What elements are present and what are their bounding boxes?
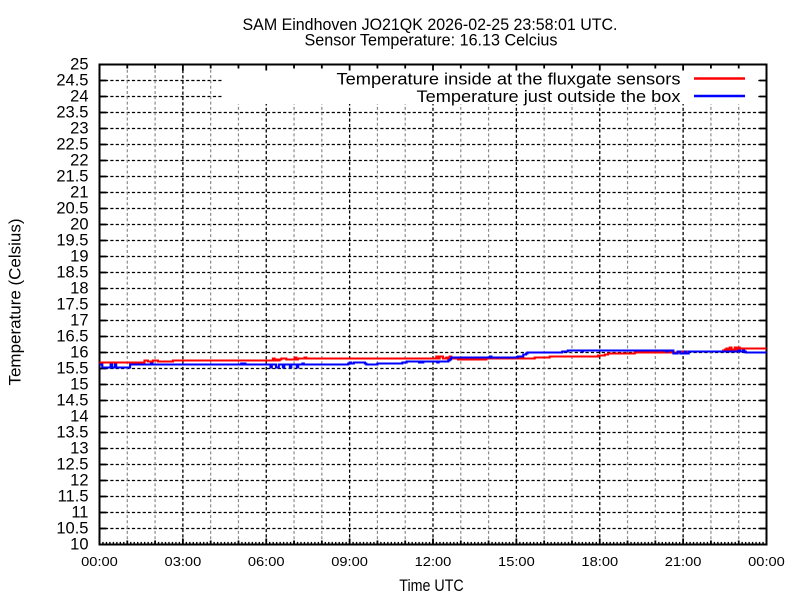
svg-text:13.5: 13.5 xyxy=(56,424,88,442)
svg-text:06:00: 06:00 xyxy=(248,554,285,569)
svg-text:24.5: 24.5 xyxy=(56,72,88,90)
svg-text:10: 10 xyxy=(70,536,88,554)
svg-text:21.5: 21.5 xyxy=(56,168,88,186)
svg-text:SAM Eindhoven JO21QK 2026-02-2: SAM Eindhoven JO21QK 2026-02-25 23:58:01… xyxy=(243,16,618,34)
svg-text:00:00: 00:00 xyxy=(748,554,785,569)
svg-text:23: 23 xyxy=(70,120,88,138)
svg-text:21:00: 21:00 xyxy=(665,554,702,569)
svg-text:24: 24 xyxy=(70,88,88,106)
svg-text:Temperature just outside the b: Temperature just outside the box xyxy=(417,88,682,106)
svg-text:15: 15 xyxy=(70,376,88,394)
svg-text:19: 19 xyxy=(70,248,88,266)
svg-text:18:00: 18:00 xyxy=(581,554,618,569)
svg-text:18.5: 18.5 xyxy=(56,264,88,282)
svg-text:23.5: 23.5 xyxy=(56,104,88,122)
svg-text:16: 16 xyxy=(70,344,88,362)
svg-text:11: 11 xyxy=(71,504,88,522)
svg-text:Temperature (Celsius): Temperature (Celsius) xyxy=(7,219,25,386)
svg-text:Sensor Temperature: 16.13 Celc: Sensor Temperature: 16.13 Celcius xyxy=(305,32,558,50)
svg-text:17.5: 17.5 xyxy=(56,296,88,314)
svg-text:16.5: 16.5 xyxy=(56,328,88,346)
svg-text:00:00: 00:00 xyxy=(81,554,118,569)
svg-text:09:00: 09:00 xyxy=(331,554,368,569)
svg-text:13: 13 xyxy=(70,440,88,458)
svg-text:15.5: 15.5 xyxy=(56,360,88,378)
svg-text:22: 22 xyxy=(70,152,88,170)
svg-text:25: 25 xyxy=(70,56,88,74)
svg-text:17: 17 xyxy=(70,312,88,330)
svg-text:12.5: 12.5 xyxy=(56,456,88,474)
svg-text:12: 12 xyxy=(70,472,88,490)
svg-text:18: 18 xyxy=(70,280,88,298)
svg-text:Temperature inside at the flux: Temperature inside at the fluxgate senso… xyxy=(337,71,681,89)
svg-text:22.5: 22.5 xyxy=(56,136,88,154)
svg-text:21: 21 xyxy=(70,184,88,202)
svg-text:20.5: 20.5 xyxy=(56,200,88,218)
svg-text:03:00: 03:00 xyxy=(165,554,202,569)
svg-text:15:00: 15:00 xyxy=(498,554,535,569)
svg-text:11.5: 11.5 xyxy=(58,488,89,506)
svg-text:Time UTC: Time UTC xyxy=(399,577,464,595)
svg-text:14.5: 14.5 xyxy=(56,392,88,410)
svg-text:19.5: 19.5 xyxy=(56,232,88,250)
svg-text:12:00: 12:00 xyxy=(415,554,452,569)
svg-text:14: 14 xyxy=(70,408,88,426)
svg-text:10.5: 10.5 xyxy=(56,520,88,538)
svg-text:20: 20 xyxy=(70,216,88,234)
